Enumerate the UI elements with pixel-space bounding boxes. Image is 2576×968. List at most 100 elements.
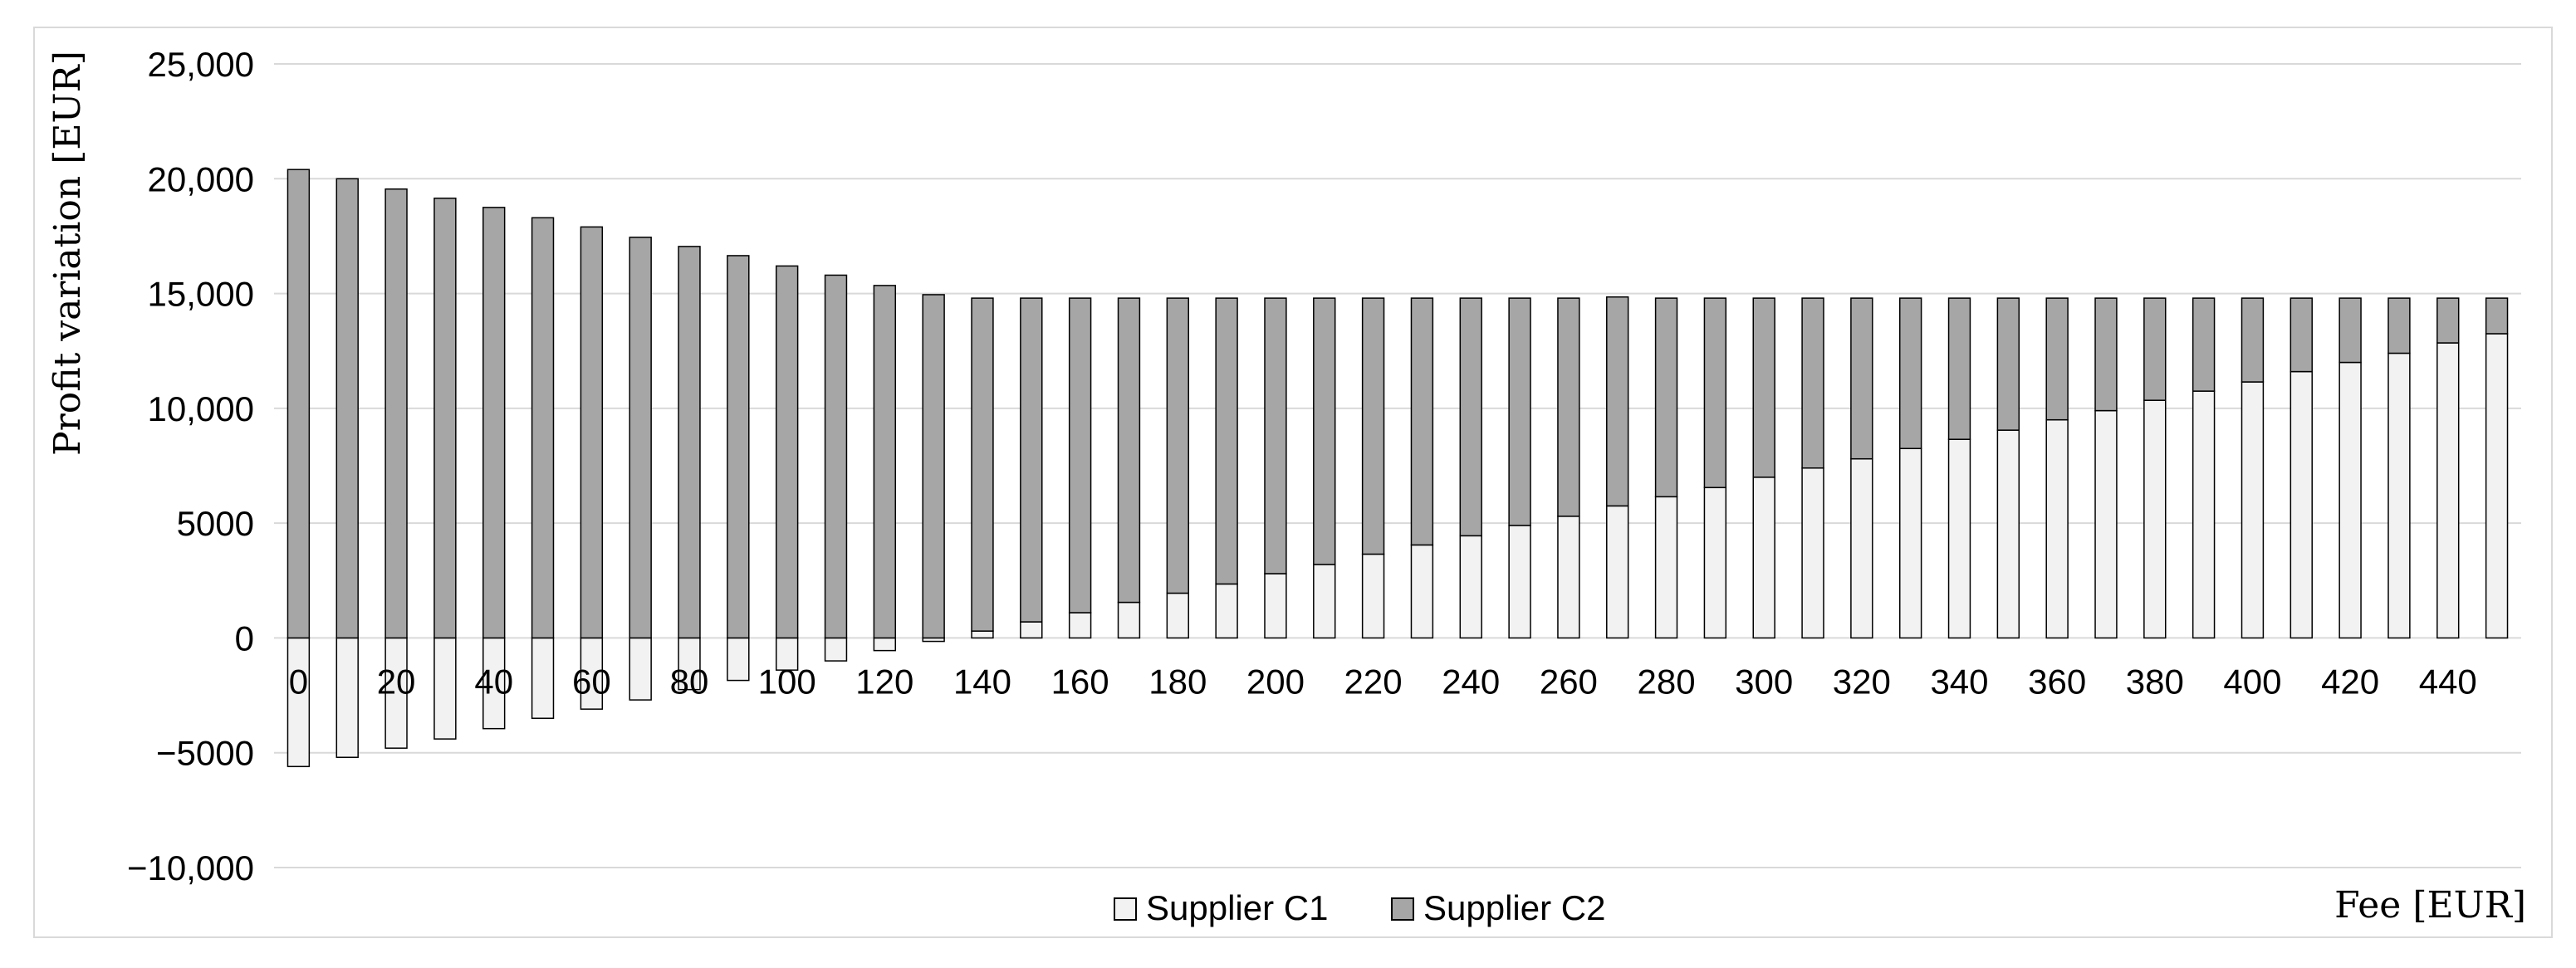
bar-supplier-c2 bbox=[1801, 297, 1824, 469]
bar-supplier-c2 bbox=[286, 169, 311, 639]
bar-supplier-c1 bbox=[2192, 390, 2216, 639]
bar-supplier-c2 bbox=[1117, 297, 1141, 604]
y-tick-label: 5000 bbox=[177, 504, 254, 543]
gridlines bbox=[274, 63, 2521, 868]
x-tick-label: 200 bbox=[1246, 662, 1305, 701]
x-tick-label: 80 bbox=[670, 662, 709, 701]
bar-supplier-c1 bbox=[1264, 573, 1287, 639]
legend-label-supplier-c2: Supplier C2 bbox=[1423, 888, 1605, 927]
y-tick-label: 25,000 bbox=[148, 45, 254, 84]
bar-supplier-c2 bbox=[1606, 296, 1629, 507]
x-tick-label: 400 bbox=[2223, 662, 2281, 701]
bar-supplier-c1 bbox=[2485, 333, 2509, 639]
bar-supplier-c2 bbox=[971, 297, 994, 632]
bar-supplier-c1 bbox=[1459, 535, 1482, 639]
bar-supplier-c1 bbox=[286, 637, 311, 768]
bar-supplier-c1 bbox=[727, 637, 750, 682]
bar-supplier-c2 bbox=[2192, 297, 2216, 392]
bar-supplier-c2 bbox=[727, 255, 750, 639]
x-tick-label: 40 bbox=[474, 662, 513, 701]
legend: Supplier C1 Supplier C2 bbox=[1114, 888, 1605, 927]
x-tick-label: 100 bbox=[758, 662, 816, 701]
x-tick-label: 280 bbox=[1638, 662, 1696, 701]
bar-supplier-c2 bbox=[1654, 297, 1678, 498]
bar-supplier-c2 bbox=[2143, 297, 2167, 401]
bar-supplier-c1 bbox=[1703, 486, 1727, 639]
bar-supplier-c1 bbox=[1850, 457, 1873, 639]
bar-supplier-c1 bbox=[1947, 438, 1971, 639]
bar-supplier-c1 bbox=[1410, 544, 1434, 639]
bar-supplier-c1 bbox=[873, 637, 897, 652]
bar-supplier-c2 bbox=[384, 188, 408, 639]
bar-supplier-c2 bbox=[433, 198, 457, 639]
legend-label-supplier-c1: Supplier C1 bbox=[1146, 888, 1328, 927]
bar-supplier-c1 bbox=[971, 630, 994, 639]
bar-supplier-c1 bbox=[580, 637, 604, 710]
bar-supplier-c2 bbox=[2338, 297, 2362, 364]
bar-supplier-c2 bbox=[1264, 297, 1287, 574]
bar-supplier-c1 bbox=[2387, 352, 2411, 639]
bar-supplier-c2 bbox=[1703, 297, 1727, 489]
bar-supplier-c1 bbox=[1752, 477, 1775, 639]
bar-supplier-c2 bbox=[1020, 297, 1043, 623]
bar-supplier-c1 bbox=[824, 637, 848, 662]
bar-supplier-c1 bbox=[531, 637, 555, 719]
x-tick-label: 220 bbox=[1344, 662, 1403, 701]
bar-supplier-c1 bbox=[1166, 592, 1189, 639]
bar-supplier-c2 bbox=[1557, 297, 1580, 517]
bar-supplier-c2 bbox=[678, 246, 701, 639]
bar-supplier-c2 bbox=[1898, 297, 1922, 450]
bar-supplier-c1 bbox=[1068, 612, 1092, 639]
bar-supplier-c1 bbox=[1313, 564, 1336, 639]
bar-supplier-c2 bbox=[1996, 297, 2020, 431]
x-tick-label: 320 bbox=[1833, 662, 1891, 701]
bar-supplier-c1 bbox=[775, 637, 799, 671]
bar-supplier-c2 bbox=[2485, 297, 2509, 335]
y-tick-label: −10,000 bbox=[127, 848, 254, 887]
x-tick-label: 360 bbox=[2028, 662, 2086, 701]
legend-swatch-supplier-c1 bbox=[1114, 897, 1137, 921]
y-tick-label: 10,000 bbox=[148, 389, 254, 428]
bar-supplier-c2 bbox=[1508, 297, 1531, 526]
bar-supplier-c2 bbox=[1166, 297, 1189, 594]
bar-supplier-c1 bbox=[2290, 370, 2313, 639]
bar-supplier-c2 bbox=[629, 237, 652, 639]
bar-supplier-c2 bbox=[2241, 297, 2265, 383]
bar-supplier-c2 bbox=[1752, 297, 1775, 478]
x-tick-label: 140 bbox=[953, 662, 1011, 701]
y-tick-label: 20,000 bbox=[148, 159, 254, 198]
bar-supplier-c1 bbox=[1117, 601, 1141, 639]
bar-supplier-c1 bbox=[433, 637, 457, 740]
bars bbox=[286, 169, 2509, 768]
x-tick-label: 120 bbox=[855, 662, 913, 701]
bar-supplier-c1 bbox=[1654, 496, 1678, 639]
bar-supplier-c1 bbox=[2045, 418, 2069, 639]
x-tick-label: 0 bbox=[289, 662, 308, 701]
bar-supplier-c2 bbox=[824, 274, 848, 639]
bar-supplier-c2 bbox=[2436, 297, 2460, 344]
bar-supplier-c1 bbox=[482, 637, 506, 730]
x-tick-label: 60 bbox=[572, 662, 611, 701]
bar-supplier-c1 bbox=[2143, 399, 2167, 639]
x-tick-label: 180 bbox=[1148, 662, 1207, 701]
bar-supplier-c2 bbox=[2045, 297, 2069, 421]
bar-supplier-c1 bbox=[1215, 583, 1238, 639]
bar-supplier-c2 bbox=[1215, 297, 1238, 585]
bar-supplier-c1 bbox=[2436, 342, 2460, 639]
y-tick-label: −5000 bbox=[156, 734, 254, 773]
bar-supplier-c2 bbox=[922, 294, 945, 639]
x-axis-title: Fee [EUR] bbox=[2334, 884, 2526, 926]
x-tick-label: 440 bbox=[2419, 662, 2477, 701]
bar-supplier-c1 bbox=[335, 637, 359, 758]
bar-supplier-c2 bbox=[1068, 297, 1092, 614]
bar-supplier-c1 bbox=[1020, 621, 1043, 639]
bar-supplier-c1 bbox=[678, 637, 701, 691]
x-tick-label: 300 bbox=[1735, 662, 1793, 701]
bar-supplier-c2 bbox=[2094, 297, 2118, 412]
bar-supplier-c1 bbox=[1361, 553, 1385, 639]
bar-supplier-c2 bbox=[775, 265, 799, 639]
bar-supplier-c2 bbox=[580, 226, 604, 639]
bar-supplier-c2 bbox=[335, 178, 359, 639]
x-tick-label: 380 bbox=[2126, 662, 2184, 701]
